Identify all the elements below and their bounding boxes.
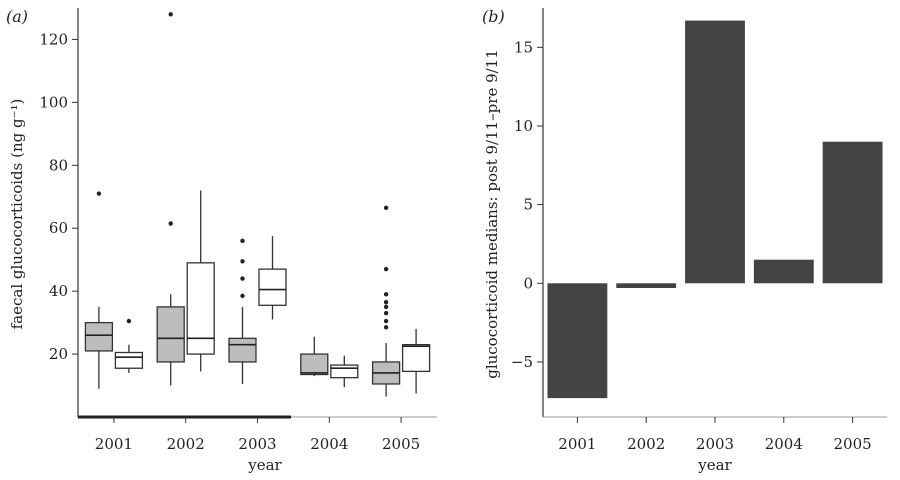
box-outlier-point bbox=[383, 304, 389, 310]
panel-a-y-tick-label: 20 bbox=[49, 345, 68, 363]
panel-b-label: (b) bbox=[482, 7, 505, 26]
panel-b-y-tick-label: −5 bbox=[511, 353, 533, 371]
box-plot bbox=[371, 205, 401, 397]
panel-a-label: (a) bbox=[6, 7, 28, 26]
box-outlier-point bbox=[96, 191, 102, 196]
box-plot bbox=[156, 12, 185, 386]
panel-a-y-tick-label: 120 bbox=[39, 30, 68, 48]
box-outlier-point bbox=[240, 238, 245, 244]
box-outlier-point bbox=[383, 292, 389, 297]
box-plot bbox=[300, 336, 329, 377]
panel-b-y-tick-label: 5 bbox=[523, 196, 533, 214]
box-iqr bbox=[84, 321, 114, 352]
bar bbox=[822, 141, 883, 284]
box-outlier-point bbox=[383, 310, 389, 316]
panel-b-x-tick-label: 2005 bbox=[834, 435, 872, 453]
box-iqr bbox=[228, 337, 257, 363]
box-iqr bbox=[300, 353, 329, 376]
box-plot bbox=[186, 190, 215, 372]
panel-b: (b) year glucocorticoid medians: post 9/… bbox=[482, 7, 887, 474]
box-outlier-point bbox=[126, 318, 132, 324]
box-outlier-point bbox=[383, 318, 389, 324]
box-plot bbox=[258, 236, 287, 320]
bar bbox=[685, 20, 745, 284]
panel-b-x-axis-title: year bbox=[697, 456, 732, 474]
panel-b-y-tick-label: 10 bbox=[514, 117, 533, 135]
bar bbox=[753, 259, 814, 284]
panel-a-x-tick-label: 2003 bbox=[238, 435, 276, 453]
panel-a-x-tick-label: 2005 bbox=[382, 435, 420, 453]
box-plot bbox=[84, 191, 114, 389]
panel-b-y-tick-label: 15 bbox=[514, 38, 533, 56]
box-plot bbox=[228, 238, 257, 384]
panel-a-y-tick-label: 100 bbox=[39, 93, 68, 111]
box-outlier-point bbox=[240, 259, 245, 264]
bar bbox=[547, 283, 608, 399]
panel-b-y-tick-label: 0 bbox=[523, 274, 533, 292]
panel-a: (a) year faecal glucocorticoids (ng g⁻¹)… bbox=[6, 7, 437, 474]
box-outlier-point bbox=[383, 266, 389, 272]
panel-b-x-tick-label: 2003 bbox=[696, 435, 734, 453]
box-iqr bbox=[401, 343, 431, 373]
box-iqr bbox=[156, 306, 185, 363]
box-outlier-point bbox=[168, 12, 173, 17]
box-plot bbox=[114, 318, 144, 373]
box-iqr bbox=[330, 364, 359, 379]
box-plot bbox=[330, 355, 359, 388]
panel-a-x-tick-label: 2004 bbox=[310, 435, 348, 453]
bar bbox=[616, 283, 677, 289]
box-outlier-point bbox=[383, 299, 389, 305]
panel-a-x-axis-title: year bbox=[247, 456, 282, 474]
panel-a-x-tick-label: 2001 bbox=[95, 435, 133, 453]
panel-b-y-axis-title: glucocorticoid medians: post 9/11–pre 9/… bbox=[483, 49, 501, 379]
panel-b-x-tick-label: 2002 bbox=[627, 435, 665, 453]
panel-b-x-tick-label: 2001 bbox=[558, 435, 596, 453]
box-iqr bbox=[186, 262, 215, 355]
box-plot bbox=[401, 328, 431, 394]
box-outlier-point bbox=[383, 325, 389, 330]
box-outlier-point bbox=[168, 221, 173, 226]
box-iqr bbox=[114, 351, 144, 369]
panel-a-y-tick-label: 60 bbox=[49, 219, 68, 237]
panel-a-y-tick-label: 40 bbox=[49, 282, 68, 300]
box-outlier-point bbox=[240, 276, 245, 281]
panel-a-x-tick-label: 2002 bbox=[167, 435, 205, 453]
panel-a-y-axis-title: faecal glucocorticoids (ng g⁻¹) bbox=[8, 99, 26, 330]
panel-a-y-tick-label: 80 bbox=[49, 156, 68, 174]
panel-b-x-tick-label: 2004 bbox=[765, 435, 803, 453]
box-outlier-point bbox=[240, 293, 245, 299]
box-outlier-point bbox=[383, 205, 389, 210]
box-iqr bbox=[258, 268, 287, 306]
